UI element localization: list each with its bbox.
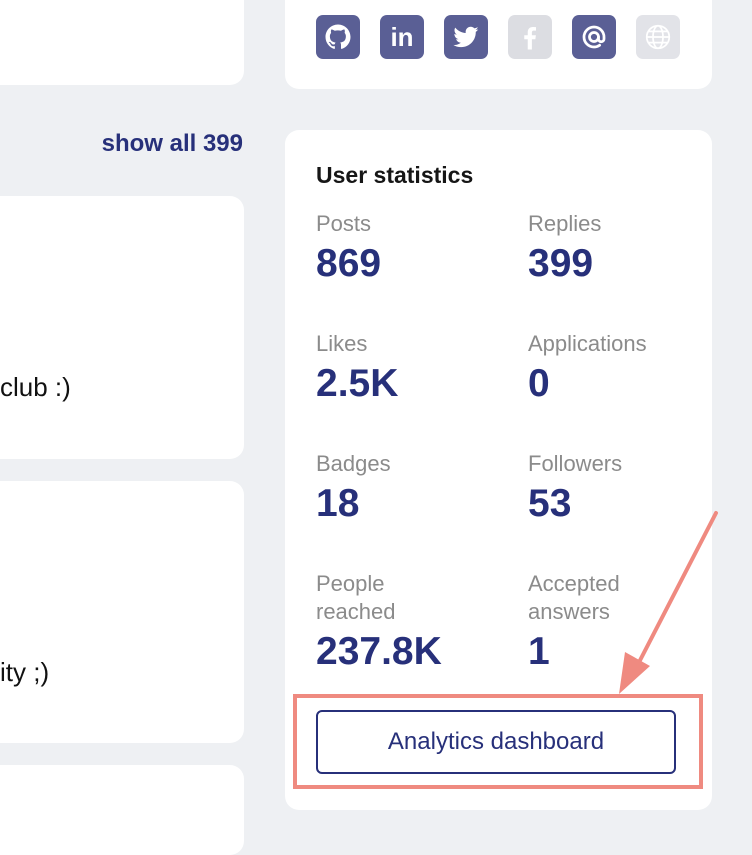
stat-replies: Replies 399: [528, 210, 728, 286]
stat-value: 399: [528, 242, 594, 285]
globe-icon[interactable]: [636, 15, 680, 59]
twitter-icon[interactable]: [444, 15, 488, 59]
stat-value: 18: [316, 482, 360, 525]
stat-label: People reached: [316, 571, 396, 624]
github-icon[interactable]: [316, 15, 360, 59]
stat-badges: Badges 18: [316, 450, 516, 526]
stat-value: 53: [528, 482, 572, 525]
social-icons-row: in: [316, 15, 680, 59]
feed-snippet: club :): [0, 372, 71, 402]
stats-title: User statistics: [316, 162, 474, 188]
stat-accepted-answers: Accepted answers 1: [528, 570, 668, 674]
stat-value: 1: [528, 630, 550, 673]
stat-likes: Likes 2.5K: [316, 330, 516, 406]
facebook-icon[interactable]: [508, 15, 552, 59]
stat-label: Applications: [528, 331, 647, 356]
feed-card: ity ;): [0, 481, 244, 743]
stat-value: 237.8K: [316, 630, 442, 673]
stat-value: 869: [316, 242, 382, 285]
feed-card: club :): [0, 196, 244, 459]
email-icon[interactable]: [572, 15, 616, 59]
feed-card: [0, 765, 244, 855]
stat-label: Likes: [316, 331, 368, 356]
stat-value: 0: [528, 362, 550, 405]
linkedin-icon[interactable]: in: [380, 15, 424, 59]
stat-label: Accepted answers: [528, 571, 620, 624]
feed-snippet: ity ;): [0, 657, 50, 687]
stat-posts: Posts 869: [316, 210, 516, 286]
analytics-dashboard-button[interactable]: Analytics dashboard: [316, 710, 676, 774]
show-all-link[interactable]: show all 399: [101, 130, 243, 157]
stat-value: 2.5K: [316, 362, 399, 405]
linkedin-glyph: in: [390, 21, 414, 52]
stat-label: Posts: [316, 211, 372, 236]
stat-label: Replies: [528, 211, 602, 236]
stat-people-reached: People reached 237.8K: [316, 570, 456, 674]
stat-label: Followers: [528, 451, 623, 476]
stat-label: Badges: [316, 451, 391, 476]
stat-applications: Applications 0: [528, 330, 728, 406]
stat-followers: Followers 53: [528, 450, 728, 526]
feed-card: [0, 0, 244, 85]
